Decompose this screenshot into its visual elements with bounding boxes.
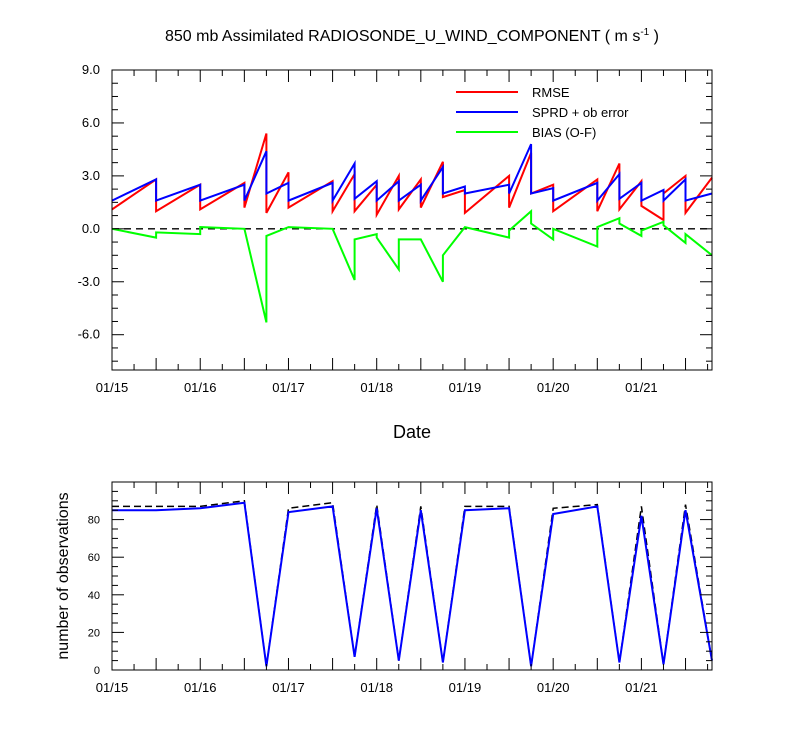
bottom-x-tick-label: 01/21	[625, 680, 658, 695]
top-x-tick-label: 01/17	[272, 380, 305, 395]
top-x-tick-label: 01/18	[360, 380, 393, 395]
bottom-x-tick-label: 01/16	[184, 680, 217, 695]
top-x-tick-label: 01/20	[537, 380, 570, 395]
legend-label: BIAS (O-F)	[532, 125, 596, 140]
bottom-plot-lines	[112, 499, 713, 667]
bottom-x-tick-label: 01/19	[449, 680, 482, 695]
bottom-plot: 01/15 01/16 01/17 01/18 01/19 01/20 01/21 0 20 40…	[88, 481, 713, 695]
legend: RMSE SPRD + ob error BIAS (O-F)	[456, 85, 629, 140]
bottom-x-tick-label: 01/18	[360, 680, 393, 695]
bottom-y-tick-label: 40	[88, 590, 100, 602]
bottom-plot-frame	[111, 481, 713, 671]
top-y-tick-label: -6.0	[78, 327, 100, 342]
top-x-tick-label: 01/19	[449, 380, 482, 395]
bottom-x-tick-label: 01/17	[272, 680, 305, 695]
bottom-series-nobs-used	[112, 501, 713, 667]
top-plot-tick-labels: 01/15 01/16 01/17 01/18 01/19 01/20 01/21 -6.0 -…	[78, 62, 658, 395]
top-x-tick-label: 01/21	[625, 380, 658, 395]
bottom-x-tick-label: 01/20	[537, 680, 570, 695]
bottom-plot-ticks	[111, 481, 712, 671]
top-x-tick-label: 01/15	[96, 380, 129, 395]
top-y-tick-label: 3.0	[82, 168, 100, 183]
top-y-tick-label: 6.0	[82, 115, 100, 130]
bottom-y-tick-label: 20	[88, 627, 100, 639]
top-plot-frame	[111, 69, 713, 371]
top-y-tick-label: 9.0	[82, 62, 100, 77]
bottom-y-tick-label: 80	[88, 515, 100, 527]
legend-label: SPRD + ob error	[532, 105, 629, 120]
bottom-x-tick-label: 01/15	[96, 680, 129, 695]
bottom-plot-tick-labels: 01/15 01/16 01/17 01/18 01/19 01/20 01/21 0 20 40…	[88, 515, 658, 695]
legend-label: RMSE	[532, 85, 570, 100]
bottom-y-tick-label: 60	[88, 552, 100, 564]
top-plot-lines	[111, 133, 713, 323]
top-x-tick-label: 01/16	[184, 380, 217, 395]
bottom-y-tick-label: 0	[94, 665, 100, 677]
top-y-tick-label: -3.0	[78, 274, 100, 289]
top-series-rmse	[111, 133, 713, 222]
top-series-sprd-ob-error	[111, 143, 713, 205]
chart-title: 850 mb Assimilated RADIOSONDE_U_WIND_COM…	[165, 27, 659, 45]
top-y-tick-label: 0.0	[82, 221, 100, 236]
x-axis-label: Date	[393, 422, 431, 442]
y-axis-label-observations: number of observations	[55, 492, 72, 659]
top-plot: 01/15 01/16 01/17 01/18 01/19 01/20 01/21 -6.0 -…	[78, 62, 713, 395]
top-series-bias-o-f	[111, 208, 713, 323]
